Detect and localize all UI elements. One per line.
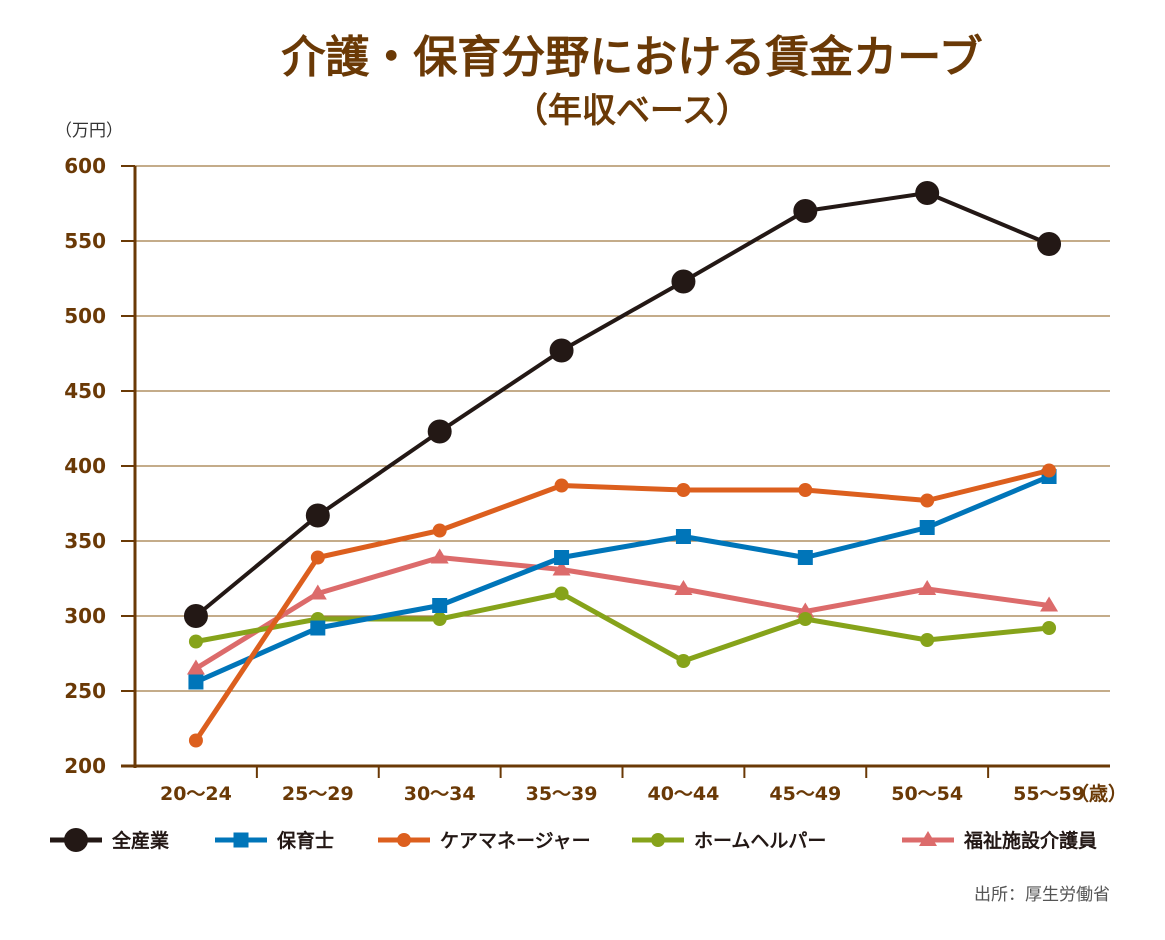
data-point: [1042, 463, 1057, 478]
series-4: [186, 548, 1059, 675]
data-point: [430, 548, 449, 564]
chart-title: 介護・保育分野における賃金カーブ: [281, 32, 982, 83]
series-0: [183, 181, 1062, 628]
y-tick-label: 500: [64, 304, 106, 328]
chart-subtitle: （年収ベース）: [514, 91, 750, 131]
data-point: [308, 584, 327, 600]
y-tick-label: 450: [64, 379, 106, 403]
data-point: [183, 604, 208, 628]
legend-item: 福祉施設介護員: [902, 829, 1097, 852]
data-point: [671, 269, 696, 294]
legend-item: 全産業: [50, 828, 170, 852]
y-tick-label: 400: [64, 454, 106, 478]
data-point: [552, 560, 571, 576]
series-line: [194, 191, 1050, 618]
y-tick-label: 250: [64, 679, 106, 703]
data-point: [793, 199, 818, 223]
x-axis-unit: （歳）: [1070, 782, 1127, 805]
legend-label: 保育士: [276, 829, 334, 852]
x-tick-label: 45〜49: [769, 783, 841, 805]
legend-marker: [397, 833, 411, 847]
source-note: 出所：厚生労働省: [974, 885, 1110, 905]
data-point: [188, 634, 203, 649]
x-tick-label: 35〜39: [526, 783, 598, 805]
data-point: [1040, 596, 1059, 612]
data-point: [554, 550, 570, 565]
data-point: [919, 520, 935, 535]
data-point: [915, 181, 940, 205]
x-tick-label: 50〜54: [891, 783, 963, 805]
legend-label: ケアマネージャー: [440, 830, 591, 852]
data-point: [918, 580, 937, 595]
series-line: [193, 468, 1050, 742]
data-point: [432, 598, 448, 613]
data-point: [427, 419, 452, 444]
y-tick-label: 300: [64, 604, 106, 628]
series-line: [194, 555, 1050, 671]
data-point: [188, 674, 204, 690]
data-point: [432, 523, 447, 538]
series-2: [188, 463, 1057, 748]
legend-marker: [64, 828, 88, 852]
legend-marker: [651, 833, 665, 847]
data-point: [186, 659, 205, 675]
data-point: [676, 654, 691, 668]
x-tick-label: 55〜59: [1013, 783, 1085, 805]
legend-marker: [919, 831, 937, 846]
data-point: [310, 550, 325, 565]
y-tick-label: 550: [64, 229, 106, 253]
series-line: [195, 591, 1050, 664]
series-3: [188, 586, 1057, 668]
data-point: [1042, 621, 1057, 635]
legend-label: 全産業: [111, 829, 170, 852]
legend-item: ホームヘルパー: [632, 830, 826, 852]
y-tick-label: 350: [64, 529, 106, 553]
data-point: [920, 493, 935, 508]
legend-label: ホームヘルパー: [694, 830, 826, 852]
legend-item: ケアマネージャー: [378, 830, 591, 852]
data-point: [797, 550, 813, 565]
x-tick-label: 30〜34: [404, 783, 476, 805]
x-tick-label: 20〜24: [160, 783, 232, 805]
x-tick-label: 40〜44: [647, 783, 719, 805]
data-point: [305, 503, 330, 528]
data-point: [798, 483, 813, 497]
y-tick-label: 200: [64, 754, 106, 778]
data-point: [798, 612, 813, 626]
data-point: [549, 338, 574, 363]
y-axis-unit: （万円）: [55, 121, 123, 141]
data-point: [920, 633, 935, 647]
y-tick-label: 600: [64, 154, 106, 178]
series-1: [188, 469, 1057, 690]
x-tick-label: 25〜29: [282, 783, 354, 805]
series-line: [194, 474, 1051, 685]
data-point: [432, 612, 447, 626]
data-point: [188, 733, 203, 748]
data-point: [1037, 232, 1062, 256]
legend-marker: [233, 832, 249, 848]
data-point: [676, 483, 691, 497]
data-point: [310, 620, 326, 636]
data-point: [675, 529, 691, 544]
legend-label: 福祉施設介護員: [963, 829, 1097, 852]
data-point: [674, 580, 693, 595]
legend-item: 保育士: [215, 829, 334, 852]
data-point: [554, 586, 569, 601]
data-point: [554, 478, 569, 493]
